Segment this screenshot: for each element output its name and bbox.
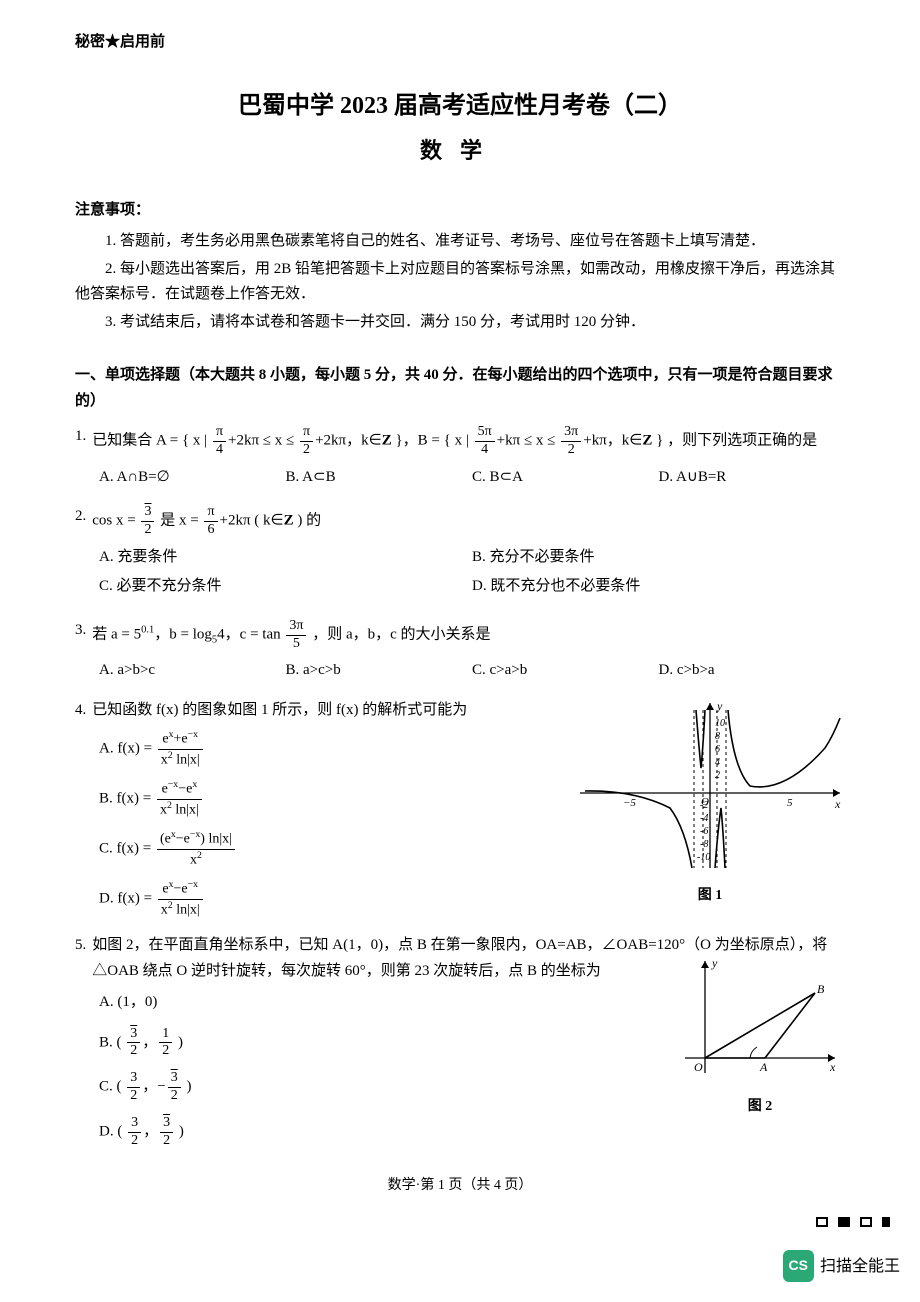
- svg-text:O: O: [694, 1060, 703, 1074]
- section-header: 一、单项选择题（本大题共 8 小题，每小题 5 分，共 40 分．在每小题给出的…: [75, 363, 845, 414]
- q1-opt-b: B. A⊂B: [286, 465, 473, 491]
- q2-stem: cos x = 32 是 x = π6+2kπ ( k∈Z ) 的: [92, 504, 845, 539]
- figure-1-caption: 图 1: [575, 884, 845, 908]
- scan-cs-icon: CS: [783, 1250, 814, 1282]
- q5-opt-b: B. ( 32，12 ): [99, 1026, 505, 1061]
- secret-label: 秘密★启用前: [75, 30, 845, 56]
- svg-text:x: x: [834, 797, 841, 811]
- svg-text:-10: -10: [697, 852, 710, 863]
- notice-item-1: 1. 答题前，考生务必用黑色碳素笔将自己的姓名、准考证号、考场号、座位号在答题卡…: [75, 229, 845, 255]
- figure-2-caption: 图 2: [675, 1095, 845, 1119]
- svg-text:−5: −5: [623, 797, 636, 809]
- question-3: 3. 若 a = 50.1，b = log54，c = tan 3π5 ，则 a…: [75, 618, 845, 684]
- svg-text:5: 5: [787, 797, 793, 809]
- title-main: 巴蜀中学 2023 届高考适应性月考卷（二）: [75, 86, 845, 127]
- alignment-marks: [816, 1217, 890, 1227]
- svg-text:-2: -2: [700, 800, 708, 811]
- q1-opt-c: C. B⊂A: [472, 465, 659, 491]
- svg-text:-4: -4: [700, 813, 708, 824]
- q1-stem-post: ，则下列选项正确的是: [667, 433, 817, 449]
- question-2: 2. cos x = 32 是 x = π6+2kπ ( k∈Z ) 的 A. …: [75, 504, 845, 604]
- scan-badge: CS 扫描全能王: [783, 1250, 900, 1282]
- q3-opt-b: B. a>c>b: [286, 658, 473, 684]
- q2-opt-b: B. 充分不必要条件: [472, 545, 845, 571]
- q3-opt-c: C. c>a>b: [472, 658, 659, 684]
- svg-text:x: x: [829, 1060, 836, 1074]
- q5-num: 5.: [75, 933, 86, 959]
- q3-stem: 若 a = 50.1，b = log54，c = tan 3π5 ，则 a，b，…: [92, 618, 845, 653]
- q1-num: 1.: [75, 424, 86, 450]
- q2-stem-post: 的: [306, 513, 321, 529]
- scan-badge-text: 扫描全能王: [820, 1253, 900, 1280]
- q3-stem-pre: 若: [92, 627, 111, 643]
- q2-num: 2.: [75, 504, 86, 530]
- q3-num: 3.: [75, 618, 86, 644]
- q4-opt-c: C. f(x) = (ex−e−x) ln|x|x2: [99, 829, 505, 869]
- q5-opt-a: A. (1，0): [99, 990, 505, 1016]
- figure-2: x y O A B 图 2: [675, 953, 845, 1103]
- q5-opt-d: D. ( 32，32 ): [99, 1115, 505, 1150]
- svg-text:B: B: [817, 982, 825, 996]
- q2-opt-c: C. 必要不充分条件: [99, 574, 472, 600]
- q5-opt-c: C. ( 32，−32 ): [99, 1070, 505, 1105]
- question-1: 1. 已知集合 A = { x | π4+2kπ ≤ x ≤ π2+2kπ，k∈…: [75, 424, 845, 490]
- q1-opt-a: A. A∩B=∅: [99, 465, 286, 491]
- q3-stem-post: ，则 a，b，c 的大小关系是: [312, 627, 490, 643]
- figure-1: x y O 10 8 6 4 2 -2 -4 -6 -8 -10 −5 5: [575, 698, 845, 888]
- question-5: 5. 如图 2，在平面直角坐标系中，已知 A(1，0)，点 B 在第一象限内，O…: [75, 933, 845, 1149]
- q2-opt-a: A. 充要条件: [99, 545, 472, 571]
- svg-text:-8: -8: [700, 839, 708, 850]
- notice-header: 注意事项：: [75, 198, 845, 224]
- q1-opt-d: D. A∪B=R: [659, 465, 846, 491]
- q1-stem-pre: 已知集合: [92, 433, 156, 449]
- q4-num: 4.: [75, 698, 86, 724]
- q4-opt-a: A. f(x) = ex+e−xx2 ln|x|: [99, 729, 505, 769]
- question-4: 4. 已知函数 f(x) 的图象如图 1 所示，则 f(x) 的解析式可能为 A…: [75, 698, 845, 919]
- title-subject: 数学: [75, 132, 845, 169]
- q4-opt-b: B. f(x) = e−x−exx2 ln|x|: [99, 779, 505, 819]
- page-footer: 数学·第 1 页（共 4 页）: [75, 1174, 845, 1198]
- svg-text:-6: -6: [700, 826, 708, 837]
- q4-opt-d: D. f(x) = ex−e−xx2 ln|x|: [99, 879, 505, 919]
- q2-opt-d: D. 既不充分也不必要条件: [472, 574, 845, 600]
- q3-opt-d: D. c>b>a: [659, 658, 846, 684]
- notice-item-3: 3. 考试结束后，请将本试卷和答题卡一并交回．满分 150 分，考试用时 120…: [75, 310, 845, 336]
- svg-text:A: A: [759, 1060, 768, 1074]
- q1-stem: 已知集合 A = { x | π4+2kπ ≤ x ≤ π2+2kπ，k∈Z }…: [92, 424, 845, 459]
- q3-opt-a: A. a>b>c: [99, 658, 286, 684]
- svg-text:y: y: [711, 956, 718, 970]
- notice-item-2: 2. 每小题选出答案后，用 2B 铅笔把答题卡上对应题目的答案标号涂黑，如需改动…: [75, 257, 845, 308]
